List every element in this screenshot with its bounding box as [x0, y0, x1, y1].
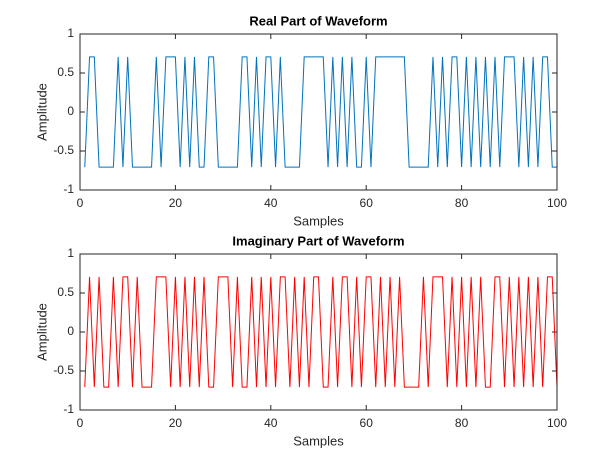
plot-area [80, 34, 557, 190]
x-tick-label: 80 [455, 416, 469, 430]
y-tick-label: -0.5 [53, 143, 74, 157]
y-tick-label: 0.5 [57, 285, 74, 299]
axes-box [79, 33, 558, 191]
x-axis-label: Samples [293, 213, 344, 228]
y-tick-label: 0 [67, 324, 74, 338]
x-tick-label: 80 [455, 196, 469, 210]
axes-box [79, 253, 558, 411]
x-tick-label: 100 [547, 416, 567, 430]
chart-title: Real Part of Waveform [249, 13, 387, 28]
x-tick-label: 20 [169, 416, 183, 430]
y-tick-label: 1 [67, 246, 74, 260]
x-tick-label: 0 [77, 416, 84, 430]
x-tick-label: 20 [169, 196, 183, 210]
x-axis-label: Samples [293, 433, 344, 448]
y-axis-label: Amplitude [34, 83, 49, 141]
y-tick-label: 0 [67, 104, 74, 118]
y-tick-label: -0.5 [53, 363, 74, 377]
y-tick-label: 0.5 [57, 65, 74, 79]
x-tick-label: 40 [264, 196, 278, 210]
x-tick-label: 60 [360, 196, 374, 210]
data-line [84, 276, 558, 388]
x-tick-label: 0 [77, 196, 84, 210]
data-line [84, 56, 557, 168]
y-tick-label: -1 [63, 402, 74, 416]
y-tick-label: 1 [67, 26, 74, 40]
x-tick-label: 100 [547, 196, 567, 210]
x-tick-label: 40 [264, 416, 278, 430]
y-axis-label: Amplitude [34, 303, 49, 361]
chart-title: Imaginary Part of Waveform [232, 233, 404, 248]
x-tick-label: 60 [360, 416, 374, 430]
y-tick-label: -1 [63, 182, 74, 196]
